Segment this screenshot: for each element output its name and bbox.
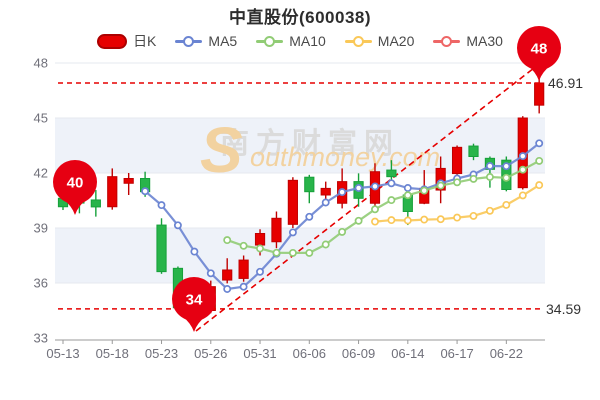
legend-label: MA10	[289, 33, 326, 49]
page-title: 中直股份(600038)	[228, 8, 372, 27]
legend-item-ma5[interactable]: MA5	[175, 33, 237, 49]
candle-05-19	[123, 173, 134, 195]
x-tick-label: 06-22	[490, 346, 523, 361]
legend-item-ma20[interactable]: MA20	[344, 33, 415, 49]
legend-item-ma30[interactable]: MA30	[433, 33, 503, 49]
line-swatch-icon	[256, 35, 284, 47]
x-tick-label: 05-31	[243, 346, 276, 361]
svg-text:40: 40	[67, 175, 84, 192]
candle-06-02	[287, 177, 298, 228]
candle-05-30	[238, 255, 249, 282]
ma5-line	[141, 139, 544, 293]
legend-label: MA5	[208, 33, 238, 49]
svg-text:outhmoney.com: outhmoney.com	[250, 142, 440, 172]
price-badge-40: 40	[53, 160, 97, 215]
legend-label: 日K	[133, 33, 157, 49]
candle-05-27	[222, 258, 233, 284]
x-tick-label: 05-13	[46, 346, 79, 361]
plot-bands	[55, 118, 545, 283]
candle-06-17	[451, 145, 463, 179]
y-tick-label: 48	[34, 56, 48, 71]
candle-06-06	[304, 174, 315, 204]
ma10-line	[223, 156, 544, 257]
x-tick-label: 06-09	[342, 346, 375, 361]
candle-05-23	[156, 218, 167, 274]
legend-label: MA20	[377, 33, 415, 49]
legend: 日K MA5 MA10 MA20 MA30	[0, 31, 600, 51]
x-tick-label: 05-26	[194, 346, 227, 361]
legend-label: MA30	[466, 33, 503, 49]
candle-swatch-icon	[97, 33, 128, 49]
candle-06-20	[468, 143, 479, 161]
price-badge-34: 34	[172, 277, 216, 332]
line-swatch-icon	[175, 35, 203, 47]
high-close-label: 46.91	[548, 75, 583, 91]
x-tick-label: 06-06	[293, 346, 326, 361]
x-tick-label: 05-18	[96, 346, 129, 361]
x-tick-label: 06-14	[391, 346, 424, 361]
candle-05-17	[90, 190, 101, 217]
price-badge-48: 48	[517, 26, 561, 81]
legend-item-日k[interactable]: 日K	[97, 31, 156, 51]
y-tick-label: 36	[34, 276, 48, 291]
x-axis: 05-13 05-18 05-23 05-26 05-31 06-06 06-09 06-14…	[46, 339, 545, 361]
y-tick-label: 33	[34, 331, 48, 346]
y-tick-label: 45	[34, 111, 48, 126]
line-swatch-icon	[344, 35, 372, 47]
low-close-label: 34.59	[546, 301, 581, 317]
svg-text:S: S	[200, 114, 243, 186]
x-tick-label: 06-17	[440, 346, 473, 361]
svg-text:34: 34	[186, 292, 203, 309]
x-tick-label: 05-23	[145, 346, 178, 361]
ma20-line	[371, 181, 544, 226]
line-swatch-icon	[433, 35, 461, 47]
svg-text:南方财富网: 南方财富网	[220, 126, 400, 160]
legend-item-ma10[interactable]: MA10	[256, 33, 326, 49]
candle-06-01	[271, 211, 282, 249]
trend-line	[195, 63, 540, 332]
y-grid: 33 36 39 42 45 48	[34, 56, 545, 346]
y-tick-label: 42	[34, 166, 48, 181]
candle-05-18	[107, 168, 118, 210]
y-tick-label: 39	[34, 221, 48, 236]
ref-lines: 46.91 34.59	[58, 75, 583, 317]
svg-text:48: 48	[531, 41, 548, 58]
